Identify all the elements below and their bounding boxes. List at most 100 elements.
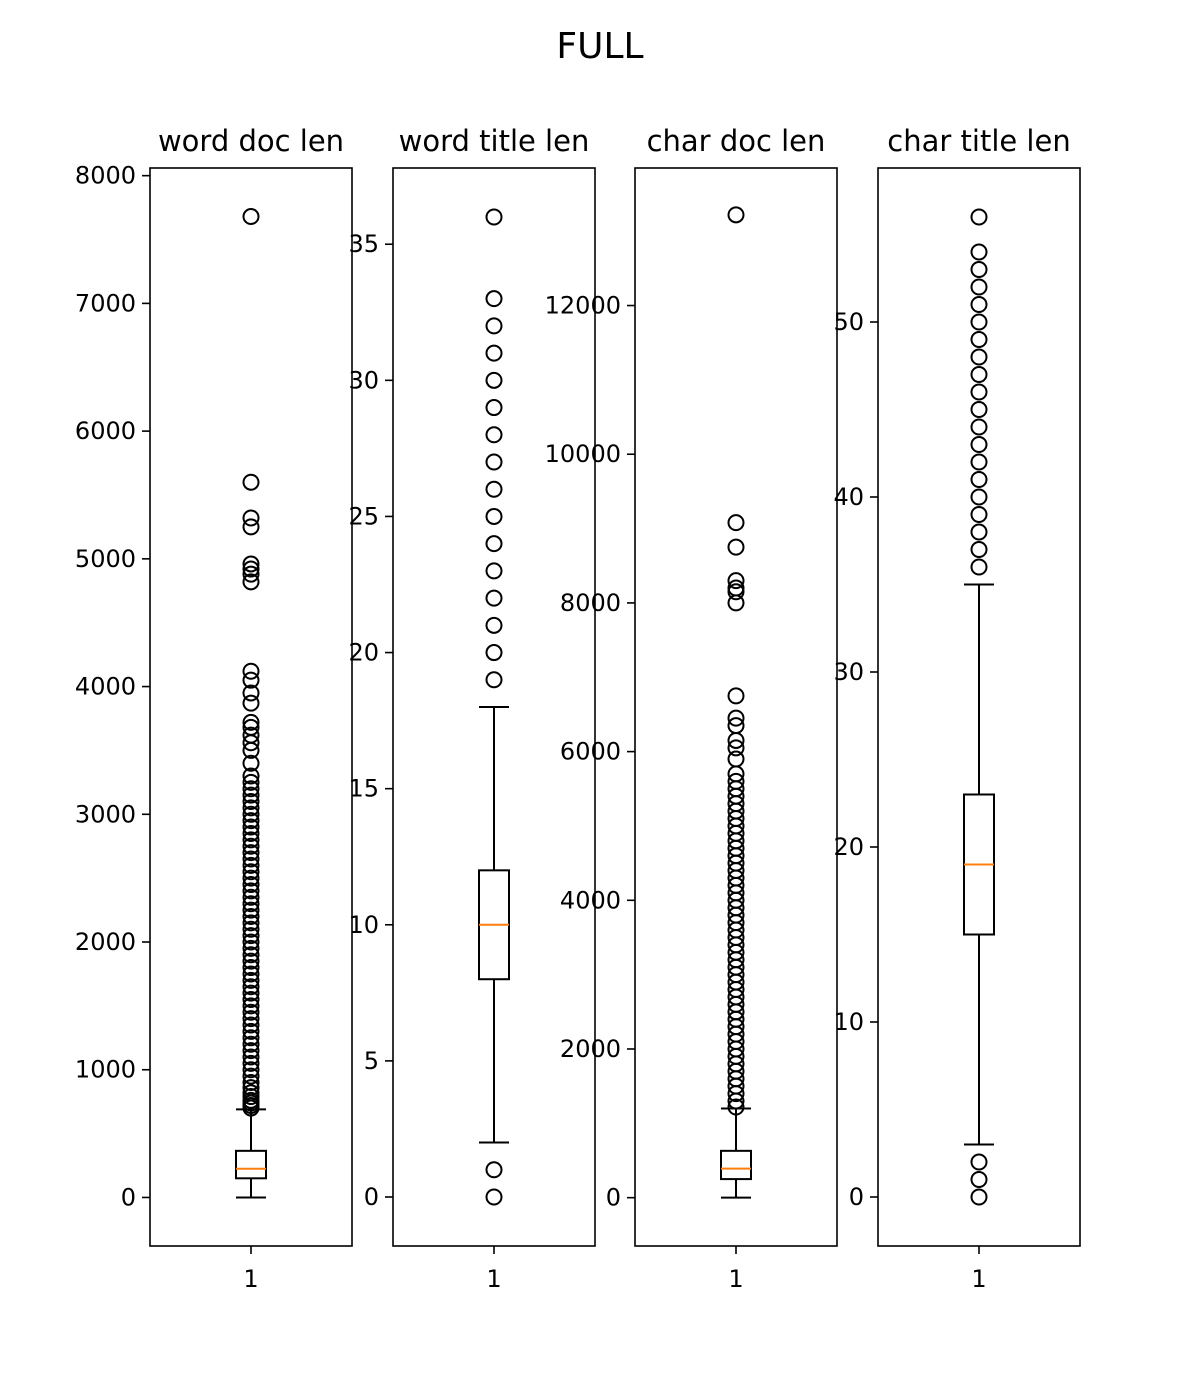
y-tick-label: 8000 [75,162,136,190]
axes-frame [634,167,838,1247]
outlier-point [485,1188,503,1206]
outlier-point [242,1054,260,1072]
outlier-point [727,772,745,790]
x-tick-label: 1 [971,1265,986,1293]
subplot-2: word title len 0 5 10 15 20 25 30 35 1 [348,124,596,1293]
outlier-point [970,313,988,331]
iqr-box [720,1149,752,1181]
y-tick-label: 2000 [75,928,136,956]
y-tick-label: 5 [364,1047,379,1075]
outlier-point [242,726,260,744]
outlier-point [485,426,503,444]
outlier-point [242,671,260,689]
outlier-point [242,560,260,578]
outlier-point [242,1029,260,1047]
subplot-title: char doc len [647,124,826,158]
outlier-point [242,773,260,791]
outlier-point [970,436,988,453]
outlier-point [970,541,988,558]
subplot-3: char doc len 0 2000 4000 6000 8000 10000 12000 1 [545,124,838,1293]
outlier-point [970,331,988,348]
y-tick-label: 20 [833,833,864,861]
y-tick-label: 35 [348,230,379,258]
outlier-point [727,1098,745,1116]
outlier-point [242,939,260,957]
outlier-point [242,1079,260,1097]
outlier-point [970,208,988,226]
outlier-point [970,471,988,488]
y-tick-label: 4000 [560,886,621,914]
x-tick-label: 1 [243,1265,258,1293]
outlier-point [970,243,988,261]
outlier-point [242,856,260,874]
outlier-point [242,876,260,894]
outlier-point [485,453,503,471]
outlier-point [242,1003,260,1021]
outlier-point [242,1067,260,1085]
outlier-point [242,901,260,919]
outlier-point [242,713,260,731]
outlier-point [242,1074,260,1092]
outlier-point [242,473,260,491]
x-tick-label: 1 [486,1265,501,1293]
y-tick-label: 50 [833,308,864,336]
outlier-point [242,793,260,811]
y-tick-label: 10000 [545,440,621,468]
outlier-point [970,401,988,418]
outlier-point [242,662,260,680]
outlier-point [242,1022,260,1040]
outlier-point [242,684,260,702]
outlier-point [242,518,260,536]
y-tick-label: 15 [348,775,379,803]
outlier-point [242,573,260,591]
subplot-title: word doc len [158,124,344,158]
y-tick-label: 0 [364,1183,379,1211]
y-tick-label: 2000 [560,1035,621,1063]
y-tick-label: 20 [348,639,379,667]
y-tick-label: 6000 [560,738,621,766]
outlier-point [242,754,260,772]
outlier-point [970,261,988,278]
outlier-point [242,1042,260,1060]
outlier-point [242,1048,260,1066]
outlier-point [242,824,260,842]
outlier-point [242,509,260,527]
outlier-point [242,990,260,1008]
outlier-point [242,863,260,881]
y-tick-label: 1000 [75,1056,136,1084]
y-tick-label: 0 [121,1183,136,1211]
iqr-box [235,1149,267,1180]
outlier-point [485,208,503,226]
outlier-point [970,418,988,436]
outlier-point [970,1171,988,1188]
outlier-point [242,799,260,817]
y-tick-label: 10 [833,1008,864,1036]
outlier-point [970,453,988,471]
outlier-point [242,767,260,785]
outlier-point [242,1010,260,1028]
outlier-point [242,952,260,970]
outlier-point [242,882,260,900]
outlier-point [727,572,745,590]
y-tick-label: 0 [849,1183,864,1211]
figure-title: FULL [556,26,643,67]
outlier-point [242,914,260,932]
outlier-point [485,1161,503,1179]
outlier-point [242,805,260,823]
outlier-point [242,933,260,951]
subplot-1: word doc len 0 1000 2000 3000 4000 5000 6000 700… [75,124,353,1293]
outlier-point [242,565,260,583]
y-tick-label: 30 [833,658,864,686]
outlier-point [970,506,988,523]
outlier-point [242,920,260,938]
subplot-title: word title len [399,124,590,158]
outlier-point [485,616,503,634]
panels: word doc len0100020003000400050006000700… [75,124,1081,1293]
outlier-point [242,850,260,868]
outlier-point [485,671,503,689]
outlier-point [242,1016,260,1034]
outlier-point [485,480,503,498]
subplot-title: char title len [887,124,1070,158]
outlier-point [485,371,503,389]
